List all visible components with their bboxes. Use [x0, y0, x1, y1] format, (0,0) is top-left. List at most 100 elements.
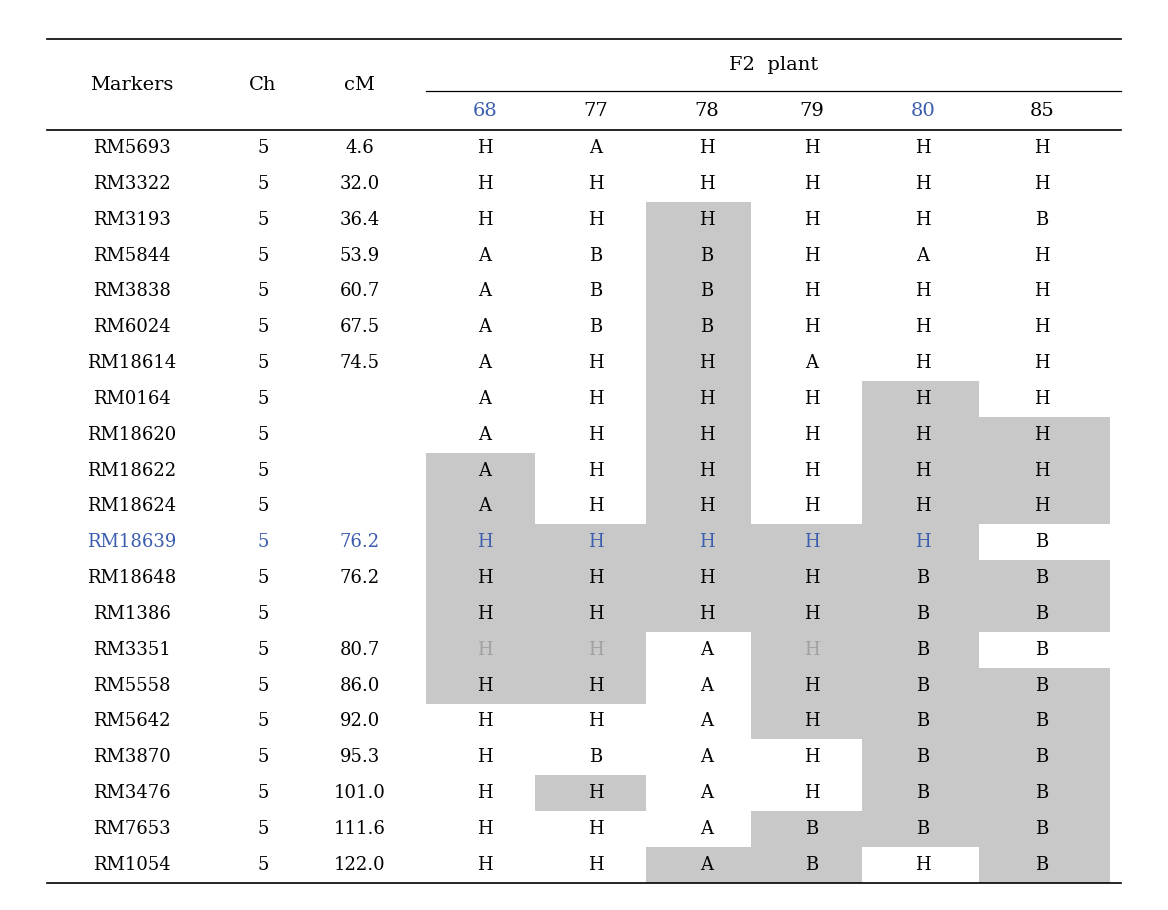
Text: RM1054: RM1054	[93, 855, 171, 874]
Bar	[979, 739, 1110, 775]
Text: RM6024: RM6024	[93, 318, 171, 336]
Text: H: H	[804, 318, 820, 336]
Text: 92.0: 92.0	[340, 713, 380, 731]
Bar	[862, 668, 979, 703]
Text: H: H	[588, 605, 604, 623]
Bar	[979, 775, 1110, 811]
Text: H: H	[804, 748, 820, 766]
Text: 74.5: 74.5	[340, 354, 380, 372]
Text: 5: 5	[257, 820, 269, 838]
Text: H: H	[588, 354, 604, 372]
Text: H: H	[698, 139, 715, 157]
Text: 77: 77	[583, 102, 609, 119]
Bar	[751, 561, 862, 596]
Text: 95.3: 95.3	[340, 748, 380, 766]
Bar	[979, 489, 1110, 524]
Text: H: H	[698, 426, 715, 444]
Bar	[862, 381, 979, 417]
Text: B: B	[1035, 641, 1049, 659]
Text: 5: 5	[257, 426, 269, 444]
Text: H: H	[915, 389, 931, 408]
Bar	[862, 811, 979, 847]
Text: H: H	[477, 605, 493, 623]
Bar	[862, 632, 979, 668]
Bar	[535, 561, 646, 596]
Bar	[979, 561, 1110, 596]
Text: A: A	[805, 354, 819, 372]
Text: Ch: Ch	[249, 76, 277, 94]
Text: A: A	[478, 389, 492, 408]
Bar	[646, 238, 751, 274]
Bar	[535, 632, 646, 668]
Text: cM: cM	[345, 76, 375, 94]
Bar	[751, 811, 862, 847]
Text: A: A	[478, 498, 492, 515]
Text: H: H	[588, 498, 604, 515]
Text: H: H	[804, 389, 820, 408]
Text: H: H	[477, 713, 493, 731]
Text: A: A	[916, 247, 930, 265]
Text: H: H	[698, 569, 715, 587]
Text: RM1386: RM1386	[93, 605, 171, 623]
Text: 5: 5	[257, 784, 269, 802]
Text: H: H	[804, 498, 820, 515]
Text: A: A	[478, 318, 492, 336]
Text: H: H	[698, 533, 715, 551]
Text: B: B	[700, 247, 714, 265]
Text: H: H	[588, 533, 604, 551]
Bar	[646, 452, 751, 489]
Text: 5: 5	[257, 175, 269, 193]
Text: H: H	[477, 533, 493, 551]
Text: 5: 5	[257, 748, 269, 766]
Text: B: B	[700, 318, 714, 336]
Bar	[646, 381, 751, 417]
Text: H: H	[915, 533, 931, 551]
Bar	[426, 489, 535, 524]
Bar	[979, 703, 1110, 739]
Bar	[535, 668, 646, 703]
Text: B: B	[916, 677, 930, 694]
Text: A: A	[700, 748, 714, 766]
Bar	[751, 632, 862, 668]
Text: 4.6: 4.6	[346, 139, 374, 157]
Bar	[646, 309, 751, 345]
Text: H: H	[477, 641, 493, 659]
Text: 101.0: 101.0	[334, 784, 385, 802]
Text: H: H	[477, 855, 493, 874]
Bar	[646, 417, 751, 452]
Text: 86.0: 86.0	[340, 677, 380, 694]
Text: H: H	[588, 820, 604, 838]
Text: H: H	[1034, 247, 1050, 265]
Text: RM3351: RM3351	[93, 641, 171, 659]
Text: RM5693: RM5693	[93, 139, 171, 157]
Text: 5: 5	[257, 139, 269, 157]
Text: H: H	[915, 282, 931, 300]
Bar	[535, 596, 646, 632]
Bar	[979, 668, 1110, 703]
Text: RM5558: RM5558	[93, 677, 171, 694]
Text: B: B	[1035, 820, 1049, 838]
Bar	[862, 703, 979, 739]
Text: B: B	[916, 569, 930, 587]
Text: H: H	[1034, 354, 1050, 372]
Bar	[862, 561, 979, 596]
Bar	[646, 202, 751, 238]
Text: H: H	[698, 461, 715, 480]
Text: H: H	[588, 784, 604, 802]
Text: B: B	[1035, 569, 1049, 587]
Text: B: B	[1035, 713, 1049, 731]
Text: H: H	[588, 461, 604, 480]
Text: H: H	[1034, 282, 1050, 300]
Text: H: H	[477, 569, 493, 587]
Bar	[979, 847, 1110, 883]
Text: B: B	[916, 784, 930, 802]
Text: H: H	[915, 498, 931, 515]
Bar	[646, 561, 751, 596]
Text: B: B	[916, 820, 930, 838]
Text: H: H	[588, 389, 604, 408]
Text: 76.2: 76.2	[340, 533, 380, 551]
Text: H: H	[588, 855, 604, 874]
Text: B: B	[1035, 211, 1049, 228]
Text: H: H	[1034, 175, 1050, 193]
Text: 5: 5	[257, 461, 269, 480]
